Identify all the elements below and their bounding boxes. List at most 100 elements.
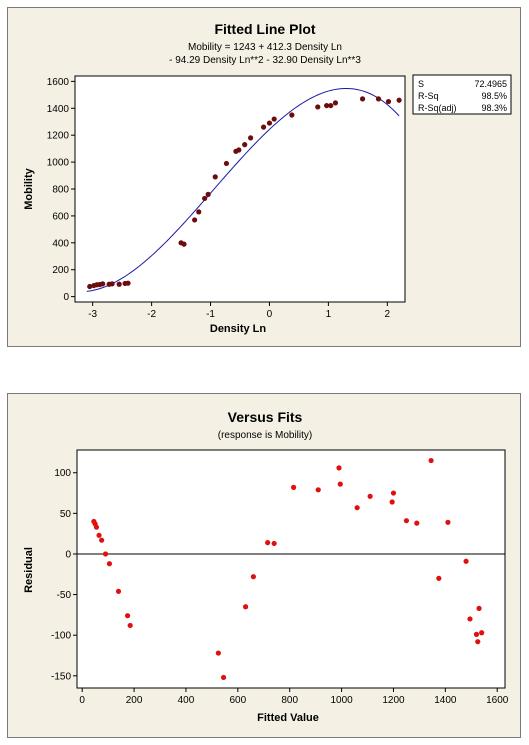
y-tick-label: 1200 [47, 131, 70, 142]
data-point [354, 505, 360, 511]
data-point [212, 174, 218, 180]
y-tick-label: 1600 [47, 77, 70, 88]
equation-line-1: Mobility = 1243 + 412.3 Density Ln [188, 42, 342, 53]
data-point [390, 490, 397, 496]
data-point [100, 281, 106, 287]
data-point [271, 540, 277, 547]
chart-title: Versus Fits [228, 409, 303, 425]
data-point [116, 281, 122, 287]
data-point [250, 574, 256, 580]
data-point [181, 241, 187, 247]
data-point [289, 112, 295, 118]
x-tick-label: 0 [79, 695, 85, 706]
x-tick-label: 800 [281, 695, 298, 706]
data-point [248, 135, 254, 141]
y-tick-label: 200 [52, 265, 69, 276]
data-point [375, 96, 382, 102]
versus-fits-chart: Versus Fits (response is Mobility) -150 -… [23, 409, 509, 724]
data-point [124, 613, 131, 619]
x-tick-label: 1 [326, 309, 332, 320]
data-point [337, 481, 343, 487]
stat-label: R-Sq(adj) [418, 103, 457, 113]
data-point [215, 650, 221, 656]
data-point [96, 532, 102, 538]
data-point [236, 147, 242, 153]
data-point [414, 520, 420, 526]
data-point [243, 604, 249, 610]
data-point [202, 195, 208, 202]
x-tick-label: -3 [88, 309, 97, 320]
y-axis-label: Mobility [23, 167, 35, 209]
data-point [125, 280, 131, 286]
data-point [102, 551, 109, 557]
data-point [290, 484, 297, 490]
data-point [463, 558, 469, 564]
data-point [265, 540, 271, 546]
data-point [479, 630, 485, 636]
x-tick-label: 200 [126, 695, 143, 706]
stat-label: S [418, 79, 424, 89]
data-point [473, 631, 480, 637]
y-tick-label: 1400 [47, 104, 70, 115]
chart-subtitle: (response is Mobility) [218, 430, 312, 441]
data-point [445, 519, 451, 525]
y-tick-label: 0 [63, 292, 69, 303]
y-tick-label: 800 [52, 185, 69, 196]
data-point [403, 518, 410, 524]
data-point [192, 217, 198, 223]
data-point [324, 102, 330, 109]
data-point [359, 96, 366, 102]
data-point [271, 116, 277, 122]
data-point [467, 616, 473, 622]
data-point [266, 120, 273, 126]
data-point [220, 674, 227, 681]
data-point [396, 97, 402, 103]
data-point [336, 465, 342, 471]
y-tick-label: 1000 [47, 158, 70, 169]
data-point [475, 639, 481, 645]
x-axis-label: Fitted Value [257, 712, 319, 724]
data-point [315, 487, 321, 493]
equation-line-2: - 94.29 Density Ln**2 - 32.90 Density Ln… [169, 55, 361, 66]
x-tick-label: -1 [206, 309, 215, 320]
chart-title: Fitted Line Plot [214, 21, 315, 37]
y-tick-label: 0 [65, 549, 71, 560]
data-point [385, 98, 392, 105]
stats-box [412, 74, 512, 115]
data-point [223, 160, 230, 167]
data-point [106, 561, 113, 567]
data-point [115, 588, 122, 594]
x-tick-label: 1400 [434, 695, 457, 706]
x-tick-label: 600 [229, 695, 246, 706]
y-tick-label: -50 [57, 590, 72, 601]
y-tick-label: 50 [60, 509, 72, 520]
x-tick-label: 1600 [486, 695, 509, 706]
data-point [99, 537, 105, 543]
stat-value: 98.3% [481, 103, 507, 113]
versus-fits-panel: Versus Fits (response is Mobility) -150 -… [7, 393, 521, 738]
data-point [242, 142, 248, 148]
x-tick-label: -2 [147, 309, 156, 320]
data-point [196, 209, 202, 215]
data-point [332, 100, 339, 106]
stat-label: R-Sq [418, 91, 439, 101]
x-tick-label: 2 [385, 309, 391, 320]
x-tick-label: 0 [267, 309, 273, 320]
data-point [109, 281, 115, 287]
plot-area [74, 75, 406, 303]
y-tick-label: -150 [51, 671, 71, 682]
stat-value: 98.5% [481, 91, 507, 101]
x-tick-label: 400 [178, 695, 195, 706]
y-tick-label: 400 [52, 238, 69, 249]
x-axis-label: Density Ln [210, 323, 267, 335]
data-point [205, 191, 211, 197]
y-axis-label: Residual [23, 547, 35, 593]
data-point [436, 575, 442, 581]
y-tick-label: 600 [52, 211, 69, 222]
data-point [87, 283, 93, 290]
data-point [315, 104, 321, 110]
x-tick-label: 1000 [330, 695, 353, 706]
data-point [328, 102, 334, 109]
x-tick-label: 1200 [382, 695, 405, 706]
data-point [428, 457, 434, 464]
